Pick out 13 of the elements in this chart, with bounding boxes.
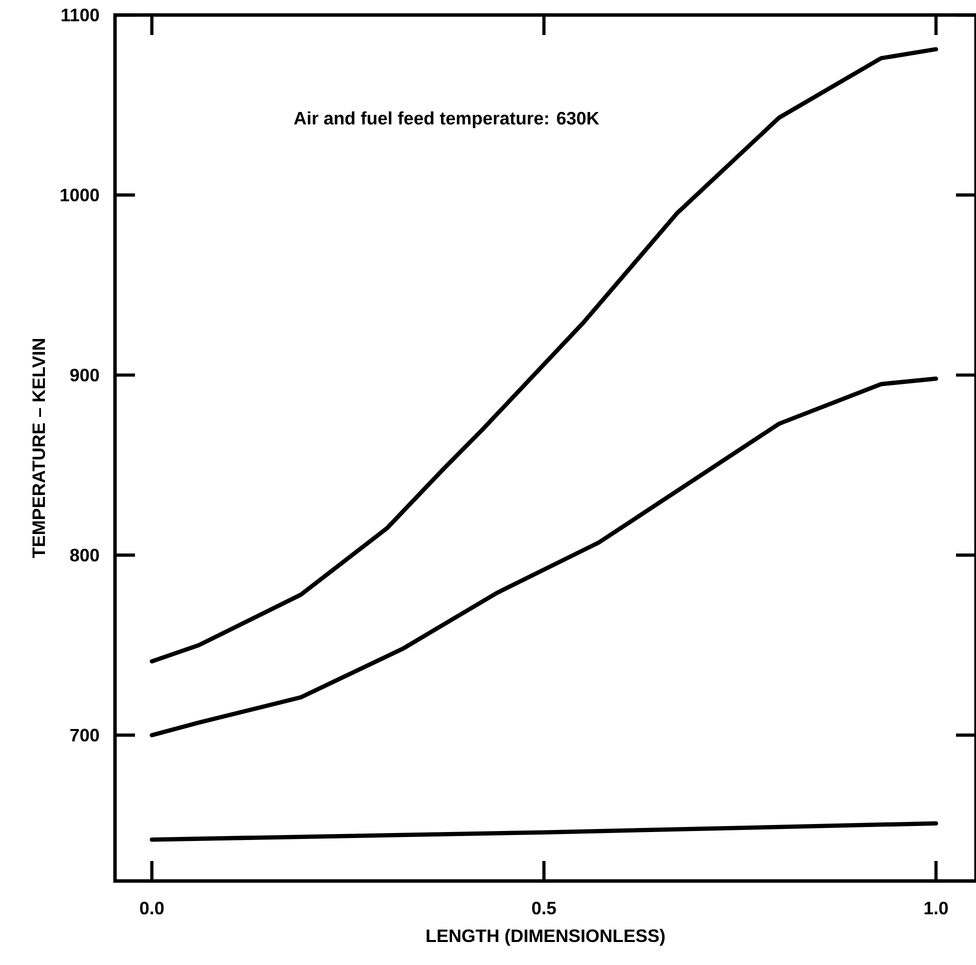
line-series	[150, 47, 938, 664]
y-tick-label: 700	[70, 728, 99, 742]
y-axis-title: TEMPERATURE – KELVIN	[32, 339, 46, 558]
y-tick-label: 900	[70, 368, 99, 382]
y-tick-label: 800	[70, 548, 99, 562]
x-tick-label: 1.0	[924, 902, 948, 914]
line-series	[150, 376, 938, 738]
x-axis-title: LENGTH (DIMENSIONLESS)	[426, 928, 665, 946]
annotation: Air and fuel feed temperature: 630K	[294, 111, 600, 128]
y-tick-label: 1000	[60, 188, 99, 202]
x-tick-label: 0.0	[140, 902, 164, 914]
x-tick-label: 0.5	[532, 902, 556, 914]
y-tick-label: 1100	[62, 8, 99, 22]
